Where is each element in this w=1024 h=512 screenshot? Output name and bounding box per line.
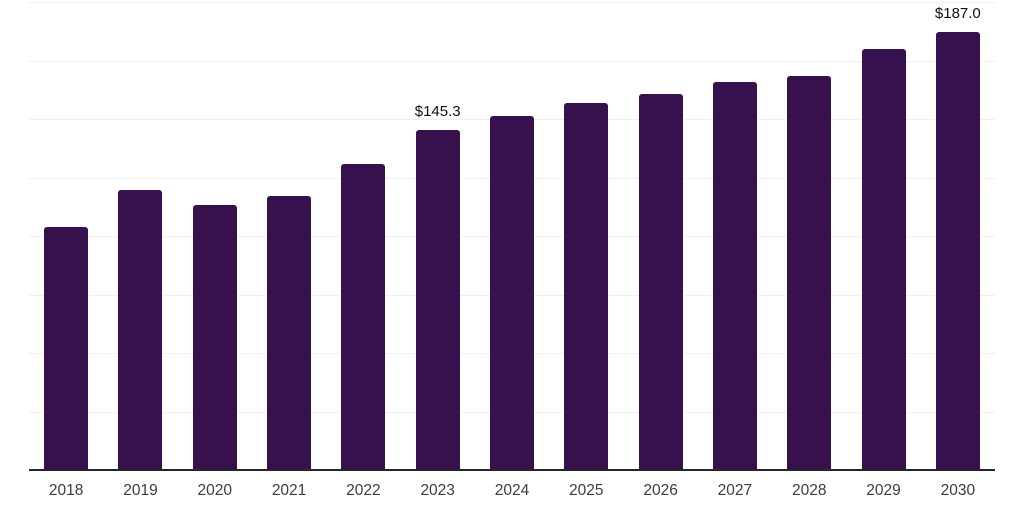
y-gridline [29, 60, 995, 62]
x-tick-label: 2027 [717, 482, 753, 499]
x-tick-label: 2024 [494, 482, 530, 499]
bar-2023 [415, 129, 460, 470]
x-tick-label: 2018 [48, 482, 84, 499]
bar-2019 [118, 189, 163, 470]
x-axis-line [29, 469, 995, 471]
bar-2022 [341, 163, 386, 470]
bar-2021 [267, 195, 312, 470]
bar-2027 [712, 82, 757, 470]
x-tick-label: 2022 [346, 482, 381, 499]
x-tick-label: 2021 [271, 482, 307, 499]
bar-value-label: $145.3 [414, 102, 461, 120]
bar-2028 [787, 75, 832, 470]
x-tick-label: 2023 [420, 482, 455, 499]
x-tick-label: 2020 [197, 482, 232, 499]
bar-2020 [192, 204, 237, 470]
x-tick-label: 2029 [866, 482, 901, 499]
bar-2025 [564, 102, 609, 470]
x-tick-label: 2030 [940, 482, 976, 499]
bar-2018 [44, 226, 89, 470]
y-gridline [29, 2, 995, 3]
bar-value-label: $187.0 [934, 5, 981, 23]
x-tick-label: 2025 [569, 482, 604, 499]
bar-2029 [861, 48, 906, 470]
bar-2030 [935, 32, 980, 470]
x-tick-label: 2026 [643, 482, 678, 499]
x-tick-label: 2028 [791, 482, 827, 499]
bar-2026 [638, 93, 683, 470]
bar-2024 [490, 115, 534, 470]
x-tick-label: 2019 [123, 482, 158, 499]
